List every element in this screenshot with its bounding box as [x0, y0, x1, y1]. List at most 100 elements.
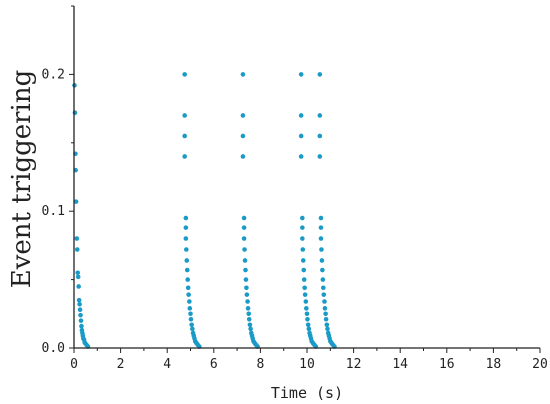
data-point — [321, 292, 327, 297]
x-tick-label: 8 — [256, 357, 264, 372]
data-point — [305, 322, 311, 328]
data-point — [319, 258, 325, 263]
data-point — [77, 301, 82, 307]
data-point — [303, 299, 309, 304]
x-tick-label: 18 — [486, 357, 502, 372]
data-point — [188, 316, 194, 322]
data-point — [321, 285, 326, 291]
data-point — [298, 133, 304, 139]
data-point — [323, 316, 329, 322]
data-point — [78, 312, 83, 318]
data-point — [240, 133, 246, 139]
data-point — [187, 306, 193, 311]
data-point — [184, 247, 189, 252]
data-point — [318, 215, 324, 221]
data-point — [317, 133, 323, 139]
data-point — [184, 258, 190, 263]
data-point — [317, 72, 323, 77]
data-point — [242, 258, 248, 263]
data-point — [76, 297, 82, 303]
data-point — [244, 285, 249, 291]
data-point — [298, 154, 304, 159]
data-point — [243, 267, 248, 273]
data-point — [245, 299, 250, 304]
data-point — [72, 110, 78, 116]
y-ticks: 0.0 0.1 0.2 — [42, 5, 74, 356]
data-point — [242, 247, 247, 252]
data-point — [182, 133, 187, 139]
data-point — [248, 326, 253, 332]
data-point — [247, 322, 253, 328]
x-axis-title: Time (s) — [271, 384, 343, 402]
data-point — [300, 215, 305, 221]
data-point — [75, 270, 81, 276]
data-point — [245, 306, 251, 311]
data-point — [75, 274, 81, 280]
data-point — [304, 306, 309, 311]
data-point — [305, 316, 310, 322]
data-point — [318, 225, 324, 230]
data-point — [320, 277, 326, 282]
data-point — [185, 285, 191, 291]
y-tick-label: 0.2 — [42, 67, 65, 82]
data-point — [185, 277, 191, 282]
x-tick-label: 2 — [117, 357, 125, 372]
data-point — [183, 236, 189, 241]
data-point — [188, 311, 193, 317]
x-tick-label: 20 — [532, 357, 548, 372]
data-point — [76, 284, 81, 289]
data-point — [183, 225, 189, 230]
y-tick-label: 0.0 — [42, 341, 65, 356]
data-point — [184, 267, 190, 273]
data-point — [302, 292, 308, 297]
x-tick-label: 10 — [299, 357, 315, 372]
y-axis-title: Event triggering — [7, 70, 37, 289]
data-point — [183, 215, 189, 221]
data-point — [318, 236, 324, 241]
data-point — [240, 154, 246, 159]
data-point — [298, 113, 304, 118]
data-point — [306, 326, 312, 332]
data-point — [182, 154, 187, 159]
data-point — [300, 236, 305, 241]
data-point — [319, 247, 324, 252]
data-point — [241, 225, 247, 230]
data-point — [322, 299, 327, 304]
data-point — [243, 277, 249, 282]
data-point — [74, 247, 80, 252]
data-point — [302, 285, 307, 291]
data-point — [186, 292, 191, 297]
data-point — [240, 113, 246, 118]
data-point — [240, 72, 246, 77]
y-tick-label: 0.1 — [42, 204, 65, 219]
data-point — [301, 277, 307, 282]
data-point — [182, 113, 187, 118]
data-point — [182, 72, 187, 77]
data-point — [317, 113, 323, 118]
data-point — [324, 322, 330, 328]
data-point — [189, 322, 194, 328]
data-point — [241, 215, 247, 221]
data-point — [77, 307, 83, 312]
data-point — [187, 299, 192, 304]
data-point — [322, 306, 328, 311]
data-markers — [72, 72, 337, 349]
data-point — [300, 247, 306, 252]
data-point — [317, 154, 323, 159]
data-point — [73, 199, 79, 204]
data-point — [298, 72, 304, 77]
x-ticks: 0 2 4 6 8 10 12 14 16 18 20 — [70, 348, 548, 372]
data-point — [79, 323, 84, 329]
data-point — [323, 311, 328, 317]
data-point — [300, 225, 305, 230]
x-tick-label: 12 — [346, 357, 362, 372]
axes — [73, 6, 540, 349]
data-point — [325, 326, 330, 332]
data-point — [246, 316, 252, 322]
data-point — [74, 236, 80, 241]
x-tick-label: 0 — [70, 357, 78, 372]
data-point — [300, 258, 306, 263]
data-point — [320, 267, 325, 273]
x-tick-label: 14 — [392, 357, 408, 372]
